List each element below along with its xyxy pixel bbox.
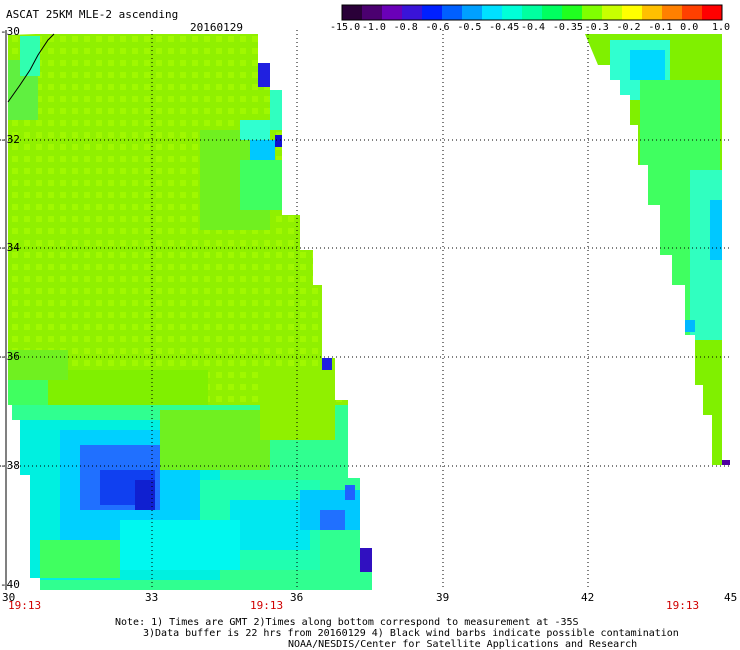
- time-label-left: 19:13: [8, 599, 42, 612]
- time-label-right: 19:13: [666, 599, 700, 612]
- x-label-36: 36: [290, 591, 304, 604]
- color-bar-label: -0.6: [425, 22, 450, 33]
- color-bar-swatch: [602, 5, 623, 20]
- color-bar-swatch: [522, 5, 543, 20]
- color-bar-swatch: [682, 5, 703, 20]
- color-bar-label: 1.0: [712, 22, 731, 33]
- time-label-center: 19:13: [250, 599, 284, 612]
- color-bar-swatch: [622, 5, 643, 20]
- color-bar-swatch: [442, 5, 463, 20]
- color-bar-label: -0.2: [616, 22, 641, 33]
- x-label-30: 30: [2, 591, 16, 604]
- color-bar-swatch: [342, 5, 363, 20]
- right-swath: [585, 34, 730, 465]
- y-label-40: -40: [0, 578, 20, 591]
- color-bar-label: -0.35: [552, 22, 583, 33]
- color-bar-label: -0.8: [393, 22, 418, 33]
- y-label-38: -38: [0, 459, 20, 472]
- color-bar-swatch: [642, 5, 663, 20]
- grid: [0, 30, 730, 590]
- color-bar-label: -15.0: [330, 22, 361, 33]
- color-bar-swatch: [502, 5, 523, 20]
- x-label-33: 33: [145, 591, 159, 604]
- color-bar-label: -0.45: [489, 22, 520, 33]
- note-line-3: NOAA/NESDIS/Center for Satellite Applica…: [288, 639, 638, 650]
- color-bar-swatch: [582, 5, 603, 20]
- note-line-1: Note: 1) Times are GMT 2)Times along bot…: [115, 617, 579, 628]
- color-bar-swatch: [402, 5, 423, 20]
- color-bar-label: -0.3: [584, 22, 609, 33]
- color-bar-swatch: [362, 5, 383, 20]
- map-date: 20160129: [190, 21, 243, 34]
- left-swath: [8, 34, 372, 590]
- note-line-2: 3)Data buffer is 22 hrs from 20160129 4)…: [143, 628, 679, 639]
- y-label-32: -32: [0, 133, 20, 146]
- color-bar-swatch: [482, 5, 503, 20]
- color-bar-swatch: [662, 5, 683, 20]
- color-bar-label: -0.4: [521, 22, 546, 33]
- color-bar-label: -0.5: [457, 22, 482, 33]
- color-bar-swatch: [462, 5, 483, 20]
- color-bar-label: 0.0: [680, 22, 699, 33]
- y-label-30: -30: [0, 25, 20, 38]
- color-bar-border: [341, 4, 723, 21]
- color-bar-swatch: [422, 5, 443, 20]
- color-bar-swatch: [382, 5, 403, 20]
- color-bar-label: -1.0: [361, 22, 386, 33]
- color-bar-swatch: [542, 5, 563, 20]
- coastline: [7, 33, 55, 103]
- color-bar-label: -0.1: [648, 22, 673, 33]
- x-label-39: 39: [436, 591, 450, 604]
- x-label-42: 42: [581, 591, 595, 604]
- map-title: ASCAT 25KM MLE-2 ascending: [6, 8, 179, 21]
- x-label-45: 45: [724, 591, 738, 604]
- color-bar: [341, 4, 723, 21]
- color-bar-swatch: [702, 5, 723, 20]
- y-label-34: -34: [0, 241, 20, 254]
- y-label-36: -36: [0, 350, 20, 363]
- color-bar-swatch: [562, 5, 583, 20]
